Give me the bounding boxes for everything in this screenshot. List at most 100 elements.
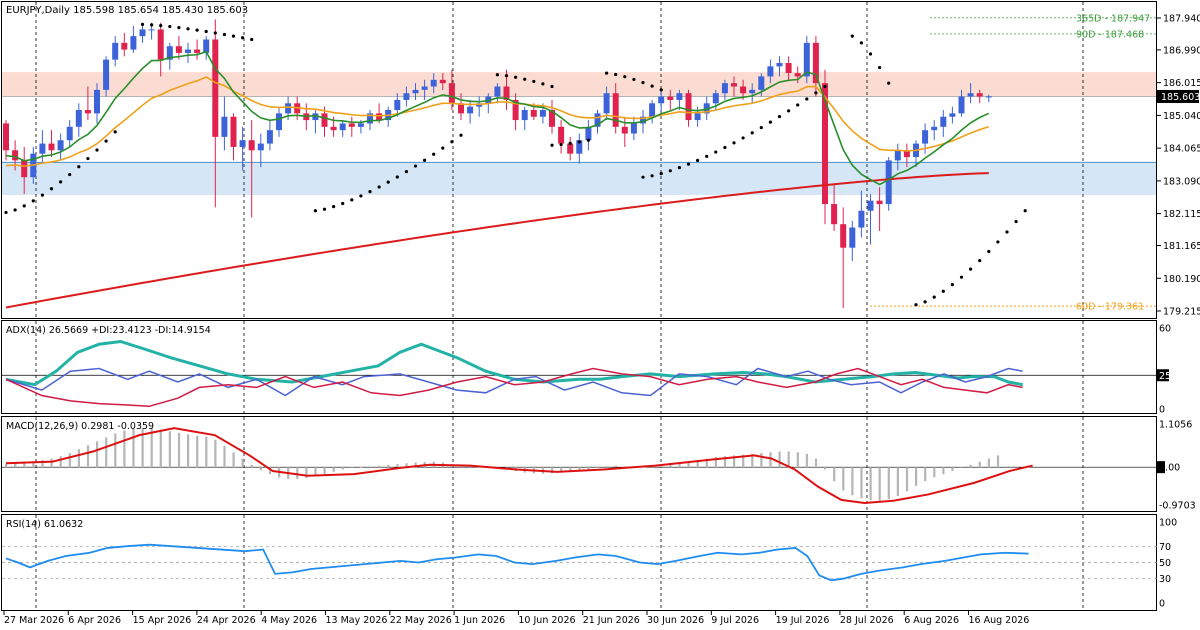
candle-body (539, 110, 546, 117)
candle (112, 36, 119, 67)
current-price-tag: 185.603 (1157, 89, 1200, 103)
macd-hist-bar (86, 445, 90, 468)
candle (521, 106, 528, 131)
sar-dot (650, 174, 654, 178)
sar-dot (868, 52, 873, 56)
candle (266, 120, 273, 151)
adx-line (5, 339, 1023, 387)
candle-body (175, 46, 182, 53)
macd-hist-bar (150, 428, 153, 468)
date-tick-label: 21 Jun 2026 (583, 615, 640, 626)
macd-hist-bar (259, 467, 262, 471)
candle-body (12, 150, 19, 161)
macd-hist-bar (587, 467, 590, 470)
date-tick-label: 1 Jun 2026 (454, 615, 505, 626)
candle (57, 133, 64, 161)
date-tick-label: 22 May 2026 (390, 615, 452, 626)
candle-body (721, 83, 728, 94)
sar-dot (923, 300, 927, 304)
sar-dot (696, 158, 700, 162)
macd-hist-bar (723, 456, 727, 468)
candle (248, 120, 255, 218)
sar-dot (350, 198, 354, 202)
macd-hist-bar (805, 453, 808, 468)
sar-dot (714, 150, 718, 154)
sar-dot (859, 41, 864, 45)
sar-dot (532, 79, 536, 84)
rsi-tick-label: 100 (1159, 518, 1177, 529)
sar-dot (659, 171, 663, 176)
candle-body (931, 126, 938, 131)
sar-dot (432, 152, 436, 156)
macd-hist-bar (214, 439, 217, 468)
macd-hist-bar (824, 467, 827, 470)
candle-body (621, 126, 628, 134)
sar-dot (368, 190, 372, 194)
candle (84, 86, 91, 121)
candle (558, 120, 565, 154)
candle-body (940, 116, 947, 127)
candle (203, 36, 210, 60)
candle (740, 79, 747, 100)
candle-body (166, 46, 173, 60)
candle (403, 86, 410, 107)
candle-body (257, 143, 264, 151)
candle (749, 83, 756, 104)
macd-hist-bar (924, 467, 927, 482)
sar-dot (623, 75, 627, 79)
candle (840, 207, 847, 309)
macd-hist-bar (68, 453, 71, 468)
macd-tick-label: -0.9703 (1159, 501, 1196, 512)
macd-hist-bar (578, 467, 581, 472)
candle (257, 133, 264, 168)
candle (175, 36, 182, 60)
rsi-axis: 100 70 50 30 0 (1159, 518, 1177, 610)
candle (130, 26, 137, 53)
macd-hist-bar (5, 464, 8, 468)
price-tick-label: 187.940 (1163, 14, 1200, 25)
date-tick-label: 16 Aug 2026 (969, 615, 1030, 626)
sar-dot (1023, 209, 1027, 213)
candle (276, 106, 282, 137)
candle-body (749, 89, 756, 94)
macd-hist-bar (105, 437, 108, 468)
macd-hist-bar (596, 467, 599, 468)
candle-body (112, 42, 119, 60)
candle-body (412, 89, 419, 94)
price-tick-label: 186.015 (1163, 78, 1200, 89)
candle (667, 89, 674, 111)
macd-hist-bar (314, 467, 317, 477)
macd-hist-bar (560, 467, 563, 473)
sar-dot (404, 170, 408, 174)
candle-body (357, 123, 364, 127)
candle (185, 42, 191, 63)
candle (831, 183, 838, 231)
candle-body (549, 110, 555, 127)
sar-dot (659, 88, 663, 92)
vertical-gridlines (35, 2, 1084, 318)
sar-dot (987, 249, 991, 254)
sar-dot (495, 73, 499, 77)
candle-body (731, 83, 737, 87)
macd-hist-bar (32, 461, 35, 468)
macd-hist-bar (751, 453, 754, 468)
macd-hist-bar (405, 463, 408, 468)
macd-hist-bar (196, 435, 199, 468)
candle (876, 187, 883, 231)
sar-dot (559, 142, 563, 147)
adx-tick-label: 25 (1159, 371, 1171, 382)
candle-body (376, 113, 383, 121)
sar-dot (787, 109, 791, 113)
sar-dot (204, 29, 208, 34)
candle-body (66, 126, 73, 141)
sar-dot (878, 65, 882, 70)
adx-level-tag (1157, 369, 1169, 382)
sar-dot (632, 77, 636, 82)
macd-hist-bar (960, 467, 963, 468)
candle-body (612, 93, 619, 127)
macd-hist-bar (787, 451, 790, 468)
macd-hist-bar (414, 462, 417, 468)
macd-hist-bar (396, 464, 399, 468)
sar-dot (805, 97, 809, 101)
sar-dot (95, 148, 99, 152)
